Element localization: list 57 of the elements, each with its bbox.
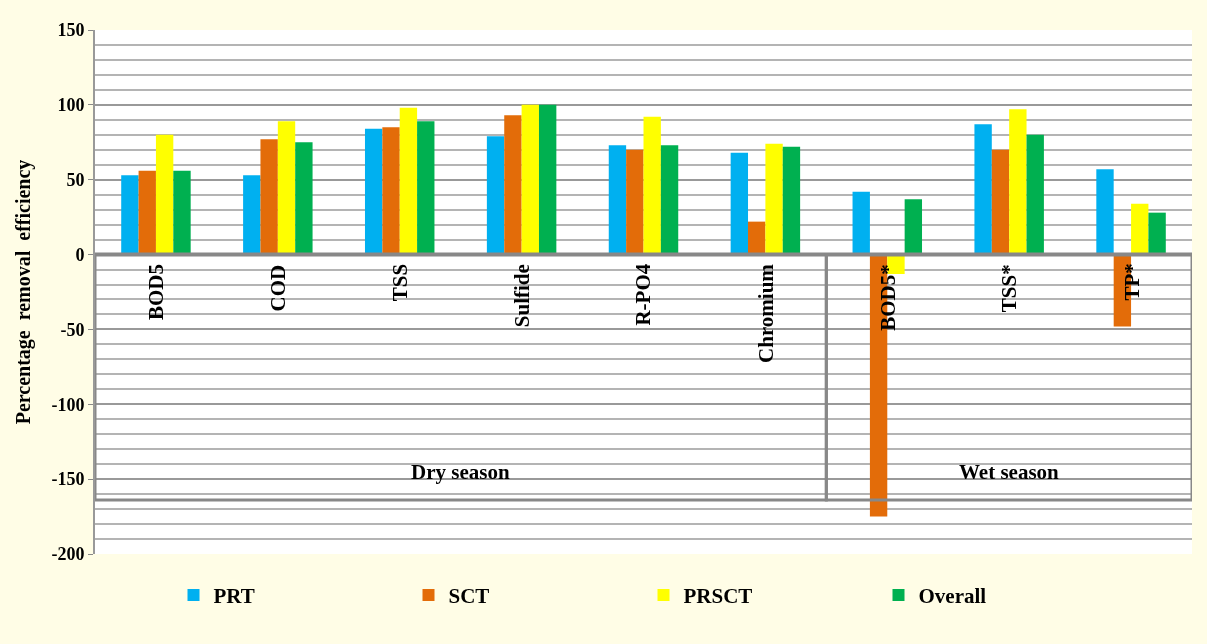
y-tick-label: 100 [57, 95, 85, 116]
bar [782, 146, 801, 255]
bar [1096, 169, 1114, 255]
x-tick-label: BOD5 [143, 263, 168, 320]
bar [730, 152, 749, 255]
bar [1131, 203, 1149, 255]
bar [974, 124, 992, 255]
legend-label: Overall [918, 584, 987, 609]
bar [417, 121, 435, 255]
x-tick-label: TSS* [997, 264, 1022, 313]
bar [364, 128, 383, 255]
bar [121, 175, 139, 255]
bar [504, 115, 522, 255]
bar [852, 191, 870, 255]
bar [660, 145, 679, 255]
x-tick-label: TSS [388, 263, 413, 302]
bar [399, 107, 418, 255]
bar [608, 145, 627, 255]
legend-label: PRSCT [683, 584, 753, 609]
bar [1148, 212, 1166, 255]
y-tick-label: -150 [51, 469, 85, 490]
annotation: Wet season [959, 460, 1060, 484]
y-tick-label: -200 [51, 544, 85, 565]
x-tick-label: R-PO4 [631, 263, 656, 326]
x-tick-label: Chromium [753, 263, 778, 363]
bar [260, 139, 278, 255]
y-tick-label: 150 [57, 20, 85, 41]
bar [748, 221, 766, 255]
bar [991, 149, 1010, 255]
x-tick-label: COD [266, 264, 291, 312]
y-tick-label: 50 [66, 170, 85, 191]
bar [521, 104, 539, 255]
bar [295, 142, 313, 255]
y-tick-label: -100 [51, 394, 85, 415]
x-tick-label: BOD5* [875, 264, 900, 331]
bar [155, 134, 174, 255]
annotation: Dry season [411, 460, 510, 484]
bar [643, 116, 661, 255]
bar [1009, 109, 1027, 255]
y-axis-title: Percentage removal efficiency [12, 159, 36, 425]
bar [382, 127, 400, 255]
bar [765, 143, 783, 255]
bar [277, 121, 296, 255]
bar [538, 104, 557, 255]
y-tick-label: -50 [60, 319, 85, 340]
x-tick-label: TP* [1119, 263, 1144, 301]
bar [626, 149, 644, 255]
x-tick-label: Sulfide [510, 264, 535, 328]
bar [138, 170, 156, 255]
bar [1026, 134, 1044, 255]
bar [486, 136, 505, 255]
legend-label: SCT [448, 584, 490, 609]
legend-label: PRT [213, 584, 255, 609]
bar [904, 199, 923, 255]
y-tick-label: 0 [75, 244, 85, 265]
bar [173, 170, 191, 255]
bar [243, 175, 261, 255]
